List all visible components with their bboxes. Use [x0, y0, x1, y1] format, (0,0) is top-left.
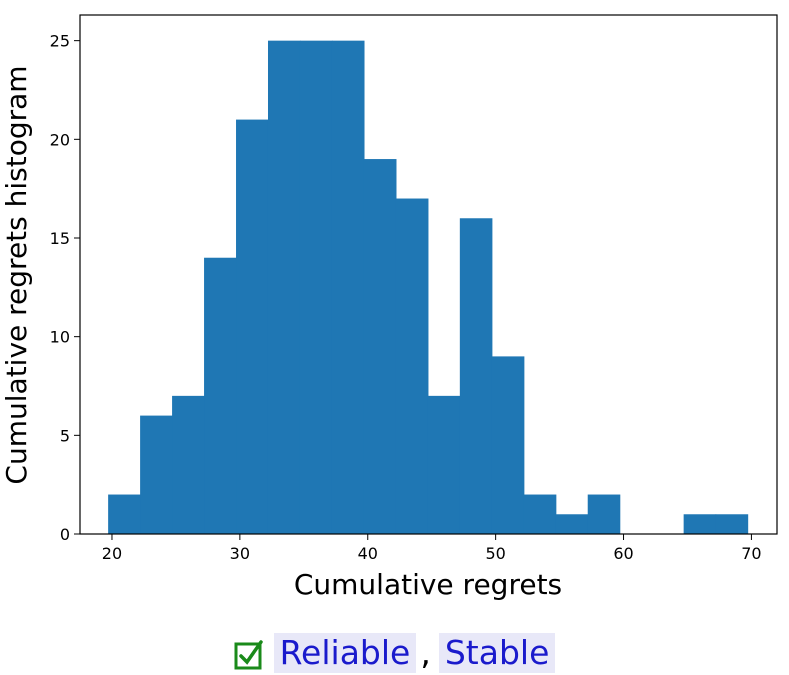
bars-group: [108, 40, 749, 535]
histogram-chart: 20 30 40 50 60 70 0 5 10 15 20 25 Cumulative regre…: [0, 14, 778, 601]
x-tick-label: 40: [358, 544, 378, 563]
histogram-bar: [395, 198, 429, 534]
checkbox-checked-icon: [234, 639, 263, 669]
histogram-bar: [140, 415, 173, 534]
x-tick-label: 20: [102, 544, 122, 563]
tag-stable: Stable: [438, 632, 556, 673]
histogram-bar: [267, 40, 301, 534]
histogram-bar: [204, 257, 237, 534]
histogram-bar: [236, 119, 269, 534]
histogram-bar: [331, 40, 365, 534]
histogram-bar: [555, 514, 589, 534]
footer-badges: Reliable , Stable: [0, 630, 789, 675]
y-tick-label: 5: [60, 426, 70, 445]
plot-frame: [79, 14, 778, 535]
x-axis-label: Cumulative regrets: [294, 568, 562, 601]
y-tick-label: 15: [50, 229, 70, 248]
histogram-bar: [523, 494, 557, 534]
x-tick-label: 50: [485, 544, 505, 563]
x-tick-label: 60: [613, 544, 633, 563]
x-tick-label: 30: [230, 544, 250, 563]
histogram-bar: [172, 395, 205, 534]
y-tick-label: 0: [60, 525, 70, 544]
y-tick-label: 10: [50, 328, 70, 347]
histogram-bar: [715, 514, 749, 534]
tag-separator: ,: [420, 633, 431, 672]
histogram-bar: [363, 159, 397, 534]
histogram-bar: [491, 356, 525, 534]
y-axis-label: Cumulative regrets histogram: [0, 65, 33, 484]
histogram-bar: [683, 514, 717, 534]
x-ticks: 20 30 40 50 60 70: [102, 534, 762, 563]
histogram-bar: [587, 494, 621, 534]
y-tick-label: 25: [50, 32, 70, 51]
y-tick-label: 20: [50, 130, 70, 149]
y-ticks: 0 5 10 15 20 25: [50, 32, 80, 544]
histogram-bar: [299, 40, 333, 534]
histogram-bar: [459, 218, 493, 535]
tag-reliable: Reliable: [273, 632, 417, 673]
histogram-bar: [427, 395, 461, 534]
histogram-bar: [108, 494, 141, 534]
x-tick-label: 70: [741, 544, 761, 563]
